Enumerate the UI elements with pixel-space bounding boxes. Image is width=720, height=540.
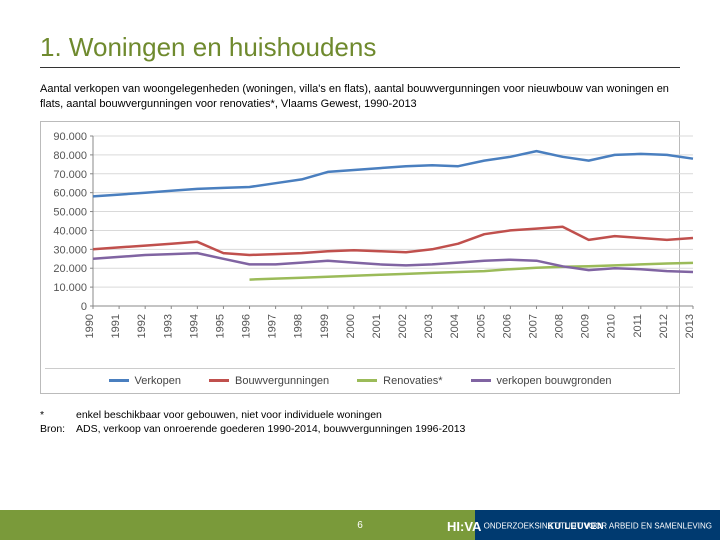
svg-text:1994: 1994 (188, 314, 200, 338)
svg-text:2010: 2010 (606, 314, 618, 338)
svg-text:1996: 1996 (241, 314, 253, 338)
svg-text:2007: 2007 (527, 314, 539, 338)
legend-label: verkopen bouwgronden (497, 375, 612, 387)
svg-text:2002: 2002 (397, 314, 409, 338)
legend-item: Renovaties* (357, 375, 442, 387)
svg-text:1999: 1999 (319, 314, 331, 338)
legend-item: Bouwvergunningen (209, 375, 329, 387)
svg-text:1990: 1990 (84, 314, 96, 338)
legend-swatch (471, 379, 491, 382)
svg-text:2009: 2009 (580, 314, 592, 338)
svg-text:30.000: 30.000 (53, 244, 87, 256)
svg-text:80.000: 80.000 (53, 150, 87, 162)
legend-label: Verkopen (135, 375, 181, 387)
svg-text:2012: 2012 (658, 314, 670, 338)
legend-label: Bouwvergunningen (235, 375, 329, 387)
chart-legend: Verkopen Bouwvergunningen Renovaties* verko… (45, 368, 675, 389)
svg-text:50.000: 50.000 (53, 206, 87, 218)
page-number: 6 (357, 520, 363, 531)
footnote-bron-label: Bron: (40, 422, 76, 437)
legend-swatch (109, 379, 129, 382)
chart-subtitle: Aantal verkopen van woongelegenheden (wo… (40, 82, 680, 113)
svg-text:2006: 2006 (501, 314, 513, 338)
svg-text:2004: 2004 (449, 314, 461, 338)
svg-text:2003: 2003 (423, 314, 435, 338)
svg-text:2008: 2008 (554, 314, 566, 338)
legend-swatch (357, 379, 377, 382)
legend-item: verkopen bouwgronden (471, 375, 612, 387)
svg-text:1998: 1998 (293, 314, 305, 338)
footnote-bron-text: ADS, verkoop van onroerende goederen 199… (76, 422, 465, 437)
svg-text:90.000: 90.000 (53, 131, 87, 143)
svg-text:1995: 1995 (214, 314, 226, 338)
hiva-subtitle: ONDERZOEKSINSTITUUT VOOR ARBEID EN SAMEN… (484, 522, 712, 531)
svg-text:0: 0 (81, 301, 87, 313)
hiva-badge: HI:VA ONDERZOEKSINSTITUUT VOOR ARBEID EN… (447, 519, 712, 534)
svg-text:2011: 2011 (632, 314, 644, 338)
svg-text:1991: 1991 (110, 314, 122, 338)
svg-text:20.000: 20.000 (53, 263, 87, 275)
svg-text:70.000: 70.000 (53, 169, 87, 181)
svg-text:2005: 2005 (475, 314, 487, 338)
svg-text:1992: 1992 (136, 314, 148, 338)
svg-text:10.000: 10.000 (53, 282, 87, 294)
svg-text:2001: 2001 (371, 314, 383, 338)
svg-text:2013: 2013 (684, 314, 696, 338)
svg-text:1993: 1993 (162, 314, 174, 338)
svg-text:60.000: 60.000 (53, 187, 87, 199)
hiva-logo-text: HI:VA (447, 519, 481, 534)
legend-item: Verkopen (109, 375, 181, 387)
svg-text:1997: 1997 (267, 314, 279, 338)
svg-text:40.000: 40.000 (53, 225, 87, 237)
svg-text:2000: 2000 (345, 314, 357, 338)
legend-label: Renovaties* (383, 375, 442, 387)
legend-swatch (209, 379, 229, 382)
chart-container: 0 10.000 20.000 30.000 40.000 50.000 60.000 70.… (40, 121, 680, 394)
page-title: 1. Woningen en huishoudens (40, 32, 680, 63)
footnote-star-label: * (40, 408, 76, 423)
footnotes: * enkel beschikbaar voor gebouwen, niet … (40, 408, 680, 437)
footnote-star-text: enkel beschikbaar voor gebouwen, niet vo… (76, 408, 382, 423)
line-chart: 0 10.000 20.000 30.000 40.000 50.000 60.000 70.… (45, 130, 697, 364)
title-underline (40, 67, 680, 68)
